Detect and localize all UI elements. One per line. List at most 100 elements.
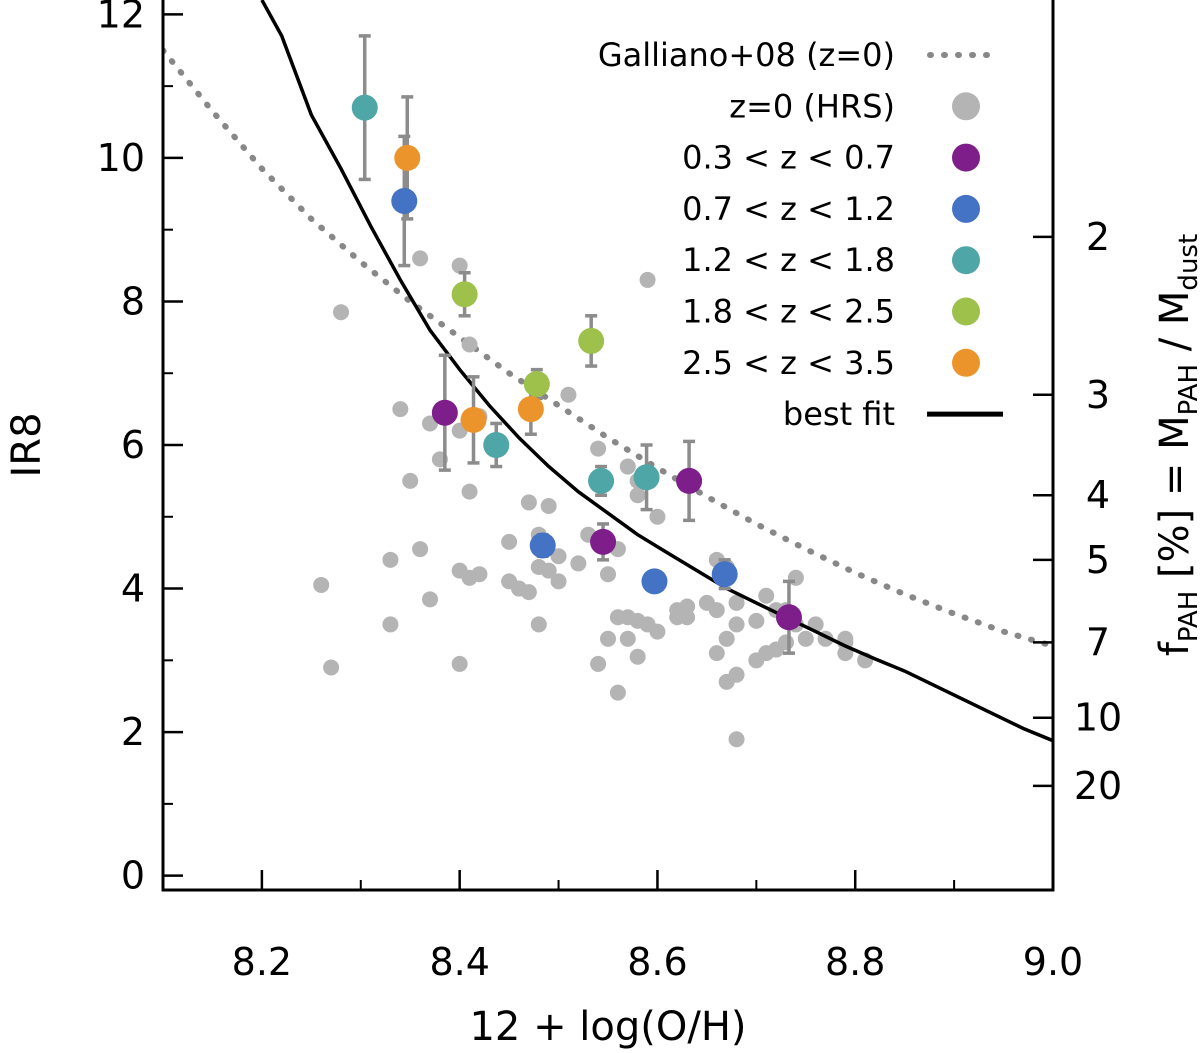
redshift-point: [460, 406, 487, 433]
hrs-point: [540, 562, 557, 579]
hrs-point: [382, 616, 399, 633]
y-tick-label: 2: [121, 710, 145, 754]
x-tick-label: 8.8: [825, 940, 885, 984]
hrs-point: [629, 648, 646, 665]
y2-label-middle-sub: PAH: [1174, 364, 1200, 415]
redshift-point: [775, 604, 802, 631]
x-tick-label: 8.6: [627, 940, 687, 984]
hrs-point: [797, 630, 814, 647]
hrs-point: [333, 304, 349, 321]
y2-label-sep: / M: [1152, 291, 1198, 364]
legend-swatch-marker: [952, 297, 980, 326]
y2-tick-label: 5: [1086, 538, 1110, 582]
y2-label-prefix: f: [1152, 641, 1198, 656]
y2-tick-label: 4: [1086, 473, 1110, 517]
x-tick-label: 8.4: [429, 940, 489, 984]
y2-label-prefix-sub: PAH: [1174, 591, 1200, 642]
legend-label: z=0 (HRS): [729, 87, 895, 125]
series-layer: [163, 0, 1053, 748]
hrs-point: [501, 533, 518, 550]
y-tick-label: 10: [97, 136, 145, 180]
legend-swatch-marker: [952, 246, 980, 275]
hrs-point: [451, 257, 468, 274]
hrs-point: [392, 401, 409, 418]
legend-swatch-marker: [952, 92, 980, 121]
redshift-point: [633, 464, 660, 491]
y-tick-label: 8: [121, 279, 145, 323]
y-tick-label: 4: [121, 567, 145, 611]
hrs-point: [728, 666, 745, 683]
legend-label: best fit: [783, 395, 895, 433]
hrs-point: [520, 584, 537, 601]
hrs-point: [313, 576, 330, 593]
redshift-point: [431, 399, 458, 426]
legend-label: 1.8 < z < 2.5: [682, 293, 895, 331]
legend-label: 1.2 < z < 1.8: [682, 241, 895, 279]
redshift-point: [451, 281, 478, 308]
hrs-point: [570, 555, 587, 572]
hrs-point: [708, 645, 725, 662]
hrs-point: [530, 616, 547, 633]
hrs-point: [629, 487, 646, 504]
y-axis-title: IR8: [4, 412, 50, 477]
hrs-point: [550, 548, 567, 565]
legend-swatch-marker: [952, 348, 980, 377]
legend-label: 0.7 < z < 1.2: [682, 190, 895, 228]
hrs-point: [461, 483, 478, 500]
hrs-point: [639, 271, 656, 288]
y-tick-label: 12: [97, 0, 145, 36]
y2-tick-label: 10: [1074, 696, 1122, 740]
y2-tick-label: 7: [1086, 620, 1110, 664]
hrs-point: [728, 616, 745, 633]
y2-tick-label: 3: [1086, 373, 1110, 417]
legend-label: 0.3 < z < 0.7: [682, 139, 895, 177]
x-axis-title: 12 + log(O/H): [469, 1004, 746, 1050]
redshift-point: [676, 467, 703, 494]
redshift-point: [517, 396, 544, 423]
y2-label-end-sub: dust: [1174, 234, 1200, 291]
hrs-point: [412, 250, 429, 267]
hrs-point: [758, 587, 775, 604]
y2-axis-title: fPAH [%] = MPAH / Mdust: [1152, 234, 1200, 656]
best-fit-line: [260, 0, 1053, 743]
hrs-point: [649, 508, 666, 525]
hrs-point: [402, 472, 419, 489]
y-tick-label: 0: [121, 854, 145, 898]
hrs-point: [540, 498, 557, 515]
plot-frame: [161, 0, 1055, 892]
redshift-point: [590, 528, 617, 555]
hrs-point: [382, 551, 399, 568]
redshift-point: [394, 144, 421, 171]
hrs-point: [550, 573, 567, 590]
redshift-point: [578, 327, 605, 354]
hrs-point: [778, 634, 794, 651]
legend-swatch-marker: [952, 194, 980, 223]
hrs-point: [323, 659, 340, 676]
legend-label: Galliano+08 (z=0): [598, 36, 895, 74]
legend: Galliano+08 (z=0) z=0 (HRS) 0.3 < z < 0.7 0…: [598, 36, 1003, 433]
redshift-point: [351, 94, 378, 121]
hrs-point: [590, 655, 607, 672]
hrs-point: [520, 494, 537, 511]
redshift-point: [483, 432, 510, 458]
hrs-point: [728, 731, 745, 748]
hrs-point: [412, 541, 429, 558]
redshift-point: [391, 187, 418, 214]
hrs-point: [728, 594, 745, 611]
redshift-point: [641, 568, 668, 595]
hrs-point: [679, 598, 696, 615]
redshift-point: [711, 561, 738, 588]
hrs-point: [619, 630, 636, 647]
hrs-point: [718, 630, 735, 647]
hrs-point: [708, 602, 725, 619]
hrs-point: [600, 630, 616, 647]
hrs-point: [748, 612, 765, 629]
redshift-point: [588, 467, 615, 494]
hrs-point: [609, 684, 626, 701]
x-tick-label: 8.2: [232, 940, 292, 984]
redshift-point: [523, 370, 550, 397]
hrs-point: [422, 591, 438, 608]
hrs-point: [590, 440, 607, 457]
hrs-point: [619, 458, 636, 475]
